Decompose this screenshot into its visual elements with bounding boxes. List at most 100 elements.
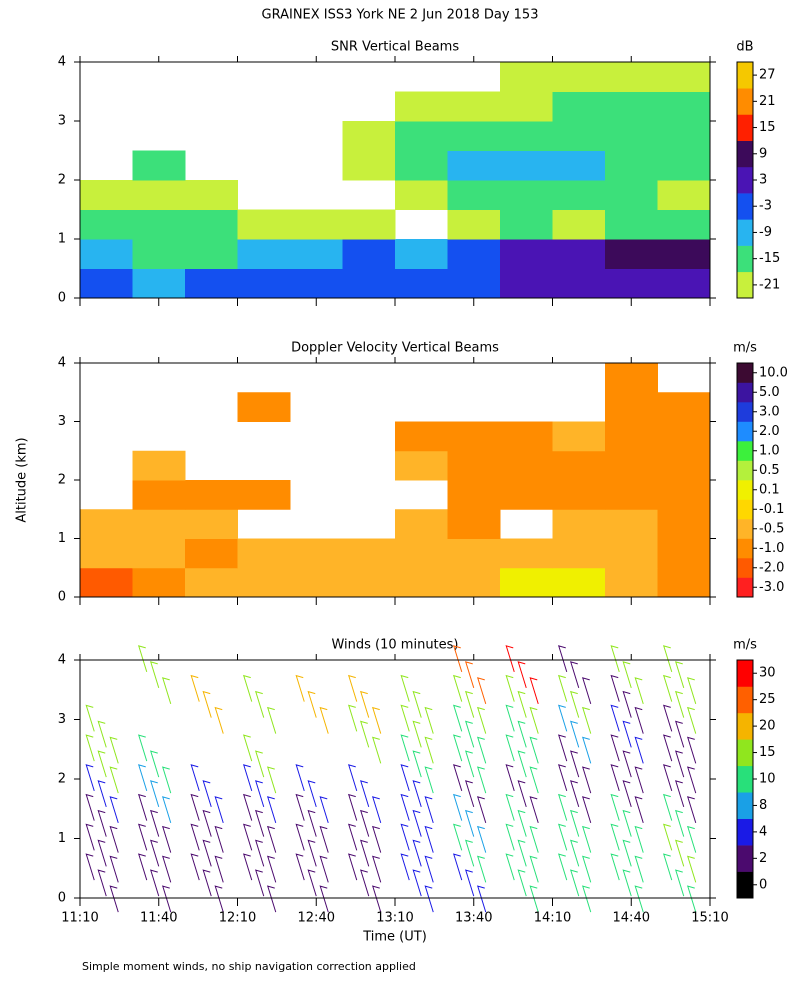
barb-stroke: [582, 855, 592, 883]
barb-stroke: [610, 853, 620, 881]
wind-barb: [85, 734, 119, 794]
barb-stroke: [162, 885, 172, 913]
colorbar-band: [737, 140, 753, 168]
wind-barb: [348, 853, 382, 913]
barb-stroke: [360, 839, 370, 867]
barb-stroke: [295, 823, 305, 851]
barb-stroke: [360, 720, 370, 748]
wind-barb: [453, 793, 487, 853]
heatmap-cell: [185, 480, 238, 510]
colorbar-band: [737, 558, 753, 578]
heatmap-cell: [500, 421, 553, 452]
wind-barb: [558, 704, 592, 764]
barb-stroke: [424, 766, 434, 794]
heatmap-cell: [132, 180, 186, 210]
heatmap-cell: [447, 91, 501, 122]
barb-stroke: [687, 855, 697, 883]
colorbar-tick-label: 8: [759, 798, 767, 813]
barb-stroke: [412, 690, 422, 718]
barb-stroke: [634, 766, 644, 794]
x-tick-label: 13:40: [455, 911, 492, 926]
heatmap-cell: [552, 209, 606, 240]
barb-stroke: [505, 674, 515, 702]
barb-stroke: [319, 825, 329, 853]
heatmap-cell: [500, 91, 553, 122]
heatmap-cell: [447, 150, 501, 181]
y-tick-label: 1: [58, 831, 66, 846]
barb-stroke: [477, 796, 487, 824]
heatmap-cell: [657, 480, 711, 510]
wind-barb: [243, 734, 277, 794]
wind-barb: [663, 853, 697, 913]
colorbar-band: [737, 114, 753, 141]
barb-stroke: [610, 793, 620, 821]
colorbar-label: m/s: [733, 638, 757, 653]
barb-stroke: [150, 661, 160, 689]
heatmap-cell: [552, 239, 606, 269]
barb-stroke: [517, 690, 527, 718]
barb-stroke: [109, 825, 119, 853]
barb-stroke: [85, 793, 95, 821]
wind-barb: [610, 853, 644, 913]
barb-stroke: [412, 809, 422, 837]
colorbar-tick-label: 4: [759, 824, 767, 839]
barb-stroke: [295, 853, 305, 881]
colorbar-tick-label: 3: [759, 173, 767, 188]
heatmap-cell: [80, 180, 133, 210]
wind-barb: [558, 645, 592, 705]
wind-barb: [505, 734, 539, 794]
colorbar-tick-label: 10.0: [759, 365, 788, 380]
wind-barb: [348, 793, 382, 853]
barb-stroke: [622, 809, 632, 837]
barb-stroke: [517, 869, 527, 897]
heatmap-cell: [80, 268, 133, 299]
barb-stroke: [214, 796, 224, 824]
barb-stroke: [424, 885, 434, 913]
barb-stroke: [582, 766, 592, 794]
heatmap-cell: [552, 421, 606, 452]
barb-stroke: [675, 750, 685, 778]
heatmap-cell: [657, 567, 711, 598]
colorbar-band: [737, 88, 753, 115]
wind-barb: [558, 674, 592, 734]
colorbar-band: [737, 845, 753, 872]
wind-barb: [400, 823, 434, 883]
barb-stroke: [529, 855, 539, 883]
barb-stroke: [465, 780, 475, 808]
barb-stroke: [243, 853, 253, 881]
wind-barb: [348, 704, 382, 764]
wind-barb: [348, 764, 382, 824]
barb-stroke: [582, 677, 592, 705]
barb-stroke: [360, 780, 370, 808]
barb-stroke: [85, 853, 95, 881]
barb-stroke: [453, 764, 463, 792]
heatmap-cell: [290, 567, 343, 598]
barb-stroke: [634, 796, 644, 824]
barb-stroke: [412, 780, 422, 808]
wind-barb: [190, 823, 224, 883]
barb-stroke: [424, 736, 434, 764]
heatmap-cell: [605, 209, 658, 240]
barb-stroke: [109, 766, 119, 794]
heatmap-cell: [342, 538, 396, 569]
y-tick-label: 0: [58, 590, 66, 605]
wind-barb: [243, 793, 277, 853]
wind-barb: [400, 793, 434, 853]
barb-stroke: [255, 869, 265, 897]
barb-stroke: [453, 704, 463, 732]
heatmap-cell: [80, 209, 133, 240]
wind-barb: [295, 674, 329, 734]
heatmap-cell: [657, 121, 711, 151]
barb-stroke: [610, 764, 620, 792]
barb-stroke: [214, 825, 224, 853]
wind-barb: [85, 853, 119, 913]
barb-stroke: [505, 734, 515, 762]
heatmap-cell: [132, 150, 186, 181]
wind-barb: [505, 823, 539, 883]
heatmap-cell: [447, 567, 501, 598]
barb-stroke: [295, 793, 305, 821]
barb-stroke: [477, 855, 487, 883]
barb-stroke: [162, 855, 172, 883]
wind-barb: [400, 764, 434, 824]
heatmap-cell: [552, 268, 606, 299]
